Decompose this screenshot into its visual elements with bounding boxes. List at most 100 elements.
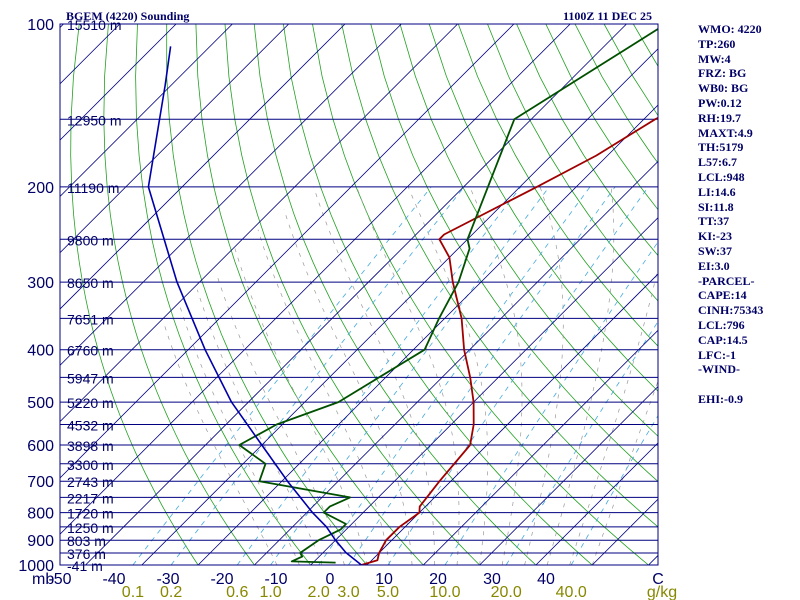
- mixing-ratio-tick-label: 3.0: [337, 584, 359, 600]
- isotherm: [310, 217, 658, 565]
- moist-adiabat: [234, 248, 368, 565]
- index-value: CAP:14.5: [698, 332, 748, 347]
- moist-adiabat: [179, 304, 300, 565]
- mixing-ratio-tick-label: 0.2: [160, 584, 182, 600]
- mixing-ratio-tick-label: 5.0: [377, 584, 399, 600]
- temperature-trace: [361, 116, 658, 565]
- index-value: LFC:-1: [698, 347, 736, 362]
- dry-adiabat: [103, 24, 255, 565]
- index-value: RH:19.7: [698, 110, 741, 125]
- temperature-tick-label: 0: [326, 571, 335, 588]
- moist-adiabat: [216, 274, 345, 565]
- dry-adiabat: [195, 24, 424, 565]
- chart-title: BGEM (4220) Sounding: [66, 9, 190, 23]
- height-label: -41 m: [67, 558, 103, 574]
- isotherm: [60, 24, 571, 535]
- index-value: [698, 377, 798, 392]
- moist-adiabat: [196, 289, 323, 565]
- isotherm: [535, 442, 658, 565]
- height-label: 1250 m: [67, 520, 114, 536]
- isotherm: [0, 24, 7, 565]
- mixing-ratio-line: [318, 186, 591, 565]
- isotherm: [254, 160, 658, 565]
- indices-panel: WMO: 4220 TP:260 MW:4 FRZ: BG WB0: BG PW:0.12…: [698, 22, 798, 407]
- parcel-trace: [147, 46, 362, 565]
- mixing-ratio-tick-label: 2.0: [308, 584, 330, 600]
- isotherm: [197, 104, 658, 565]
- temperature-tick-label: -50: [48, 571, 71, 588]
- moist-adiabat: [524, 186, 564, 565]
- height-label: 3898 m: [67, 438, 114, 454]
- moist-adiabat: [546, 186, 615, 565]
- mixing-ratio-tick-label: g/kg: [647, 584, 677, 600]
- pressure-tick-label: 700: [27, 474, 54, 491]
- index-value: EHI:-0.9: [698, 391, 743, 406]
- index-value: LI:14.6: [698, 184, 736, 199]
- height-label: 11190 m: [67, 180, 119, 196]
- index-value: TH:5179: [698, 140, 744, 155]
- temperature-tick-label: -20: [210, 571, 233, 588]
- mixing-ratio-tick-label: 0.6: [226, 584, 248, 600]
- mixing-ratio-tick-label: 10.0: [429, 584, 460, 600]
- isotherm: [60, 24, 177, 141]
- height-label: 5947 m: [67, 370, 114, 386]
- index-value: MW:4: [698, 51, 731, 66]
- isotherm: [479, 386, 658, 565]
- index-value: -WIND-: [698, 362, 740, 377]
- mixing-ratio-line: [270, 186, 550, 565]
- mixing-ratio-tick-label: 0.1: [122, 584, 144, 600]
- height-label: 4532 m: [67, 418, 114, 434]
- index-value: LCL:796: [698, 317, 745, 332]
- isotherm: [60, 24, 346, 310]
- index-value: SW:37: [698, 243, 733, 258]
- mixing-ratio-tick-label: 1.0: [259, 584, 281, 600]
- index-value: PW:0.12: [698, 95, 742, 110]
- index-value: WB0: BG: [698, 81, 749, 96]
- pressure-tick-label: 300: [27, 275, 54, 292]
- index-value: SI:11.8: [698, 199, 734, 214]
- temperature-tick-label: 10: [375, 571, 393, 588]
- mixing-ratio-line: [132, 186, 432, 565]
- mixing-ratio-tick-label: 40.0: [556, 584, 587, 600]
- height-label: 803 m: [67, 533, 106, 549]
- chart-grid: [0, 24, 658, 565]
- plot-frame: [59, 23, 659, 566]
- valid-time: 1100Z 11 DEC 25: [563, 9, 653, 23]
- pressure-tick-label: 400: [27, 343, 54, 360]
- pressure-tick-label: 1000: [18, 558, 54, 575]
- index-value: -PARCEL-: [698, 273, 755, 288]
- temperature-tick-label: -10: [264, 571, 287, 588]
- temperature-tick-label: C: [652, 571, 664, 588]
- pressure-tick-label: 100: [27, 17, 54, 34]
- temperature-tick-label: 40: [537, 571, 555, 588]
- isotherm: [366, 273, 658, 565]
- dewpoint-trace: [238, 27, 658, 564]
- isotherm: [60, 24, 233, 197]
- isotherm: [60, 24, 515, 479]
- index-value: EI:3.0: [698, 258, 730, 273]
- index-value: TP:260: [698, 36, 736, 51]
- index-value: CINH:75343: [698, 303, 764, 318]
- dry-adiabat: [312, 24, 649, 565]
- isotherm: [141, 48, 658, 565]
- height-label: 2217 m: [67, 490, 114, 506]
- isotherm: [60, 24, 289, 254]
- mixing-ratio-line: [387, 186, 649, 565]
- mixing-ratio-line: [236, 186, 522, 565]
- dry-adiabat: [224, 24, 480, 565]
- pressure-unit-label: mb: [32, 571, 54, 588]
- temperature-tick-label: -40: [102, 571, 125, 588]
- height-label: 2743 m: [67, 474, 114, 490]
- index-value: FRZ: BG: [698, 66, 747, 81]
- isotherm: [423, 329, 658, 565]
- moist-adiabat: [257, 229, 390, 565]
- index-value: L57:6.7: [698, 155, 737, 170]
- isotherm: [85, 24, 627, 565]
- temperature-tick-label: -30: [156, 571, 179, 588]
- temperature-tick-label: 30: [483, 571, 501, 588]
- sounding-traces: [147, 27, 658, 565]
- height-label: 376 m: [67, 546, 106, 562]
- pressure-tick-label: 800: [27, 506, 54, 523]
- mixing-ratio-line: [348, 186, 616, 565]
